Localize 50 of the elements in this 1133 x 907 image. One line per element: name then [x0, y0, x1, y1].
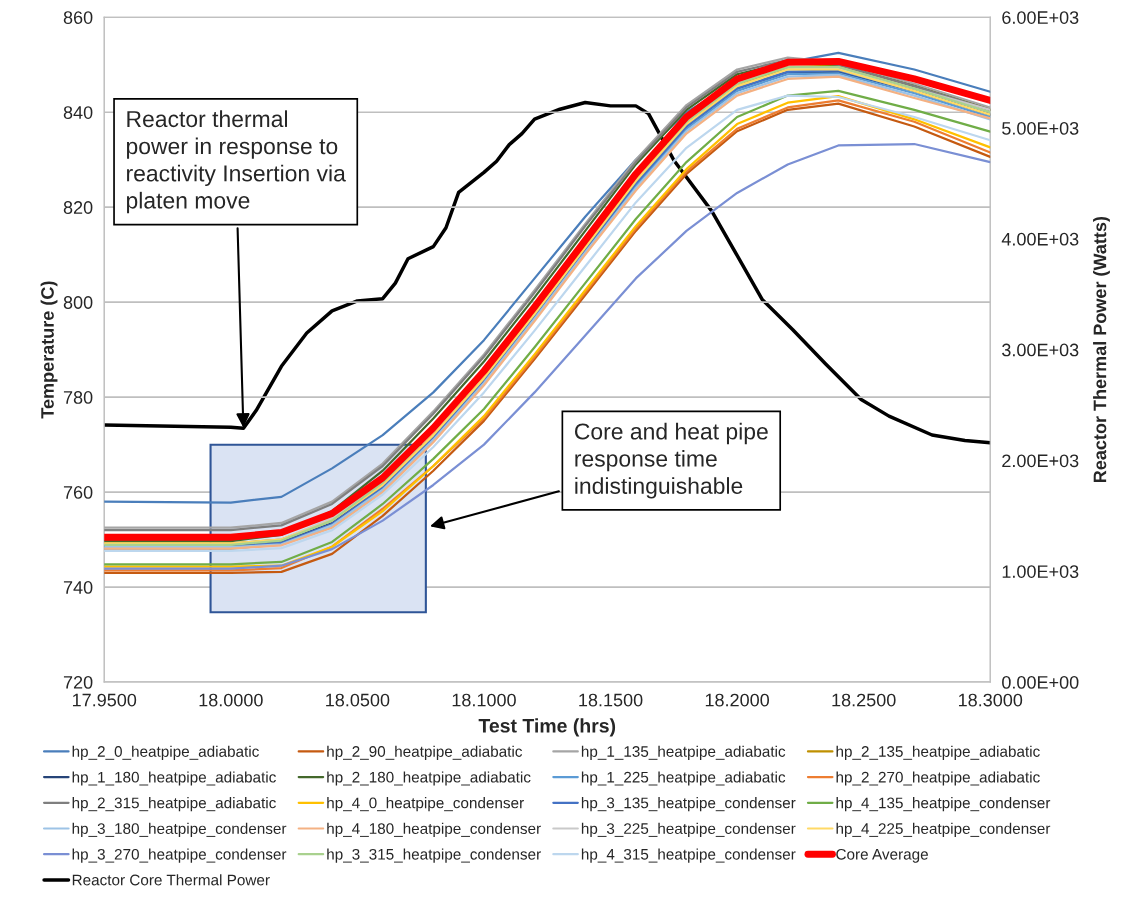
legend-label: hp_1_180_heatpipe_adiabatic [72, 771, 276, 786]
y2-tick-label: 1.00E+03 [1002, 565, 1079, 578]
x-tick-label: 18.2500 [832, 693, 896, 707]
line-series [104, 100, 991, 445]
legend-label: hp_4_225_heatpipe_condenser [836, 822, 1051, 838]
y-tick-label: 860 [63, 11, 93, 24]
annotation: Core and heat pipe response time indistinguishable [574, 422, 768, 499]
y-tick-label: 760 [63, 486, 93, 499]
x-tick-label: 18.1000 [452, 693, 516, 707]
y2-tick-label: 2.00E+03 [1002, 454, 1079, 468]
x-axis-title: Test Time (hrs) [478, 718, 616, 737]
x-tick-label: 17.9500 [72, 693, 137, 707]
x-tick-label: 18.0500 [326, 693, 390, 707]
y-tick-label: 740 [63, 581, 93, 594]
y-axis-title: Temperature (C) [40, 281, 58, 419]
legend-label: hp_2_135_heatpipe_adiabatic [836, 745, 1040, 760]
legend-label: hp_3_180_heatpipe_condenser [72, 822, 287, 838]
x-tick-label: 18.2000 [705, 693, 770, 707]
y-tick-label: 780 [63, 391, 93, 404]
legend-label: hp_4_315_heatpipe_condenser [581, 848, 796, 863]
y2-tick-label: 5.00E+03 [1002, 121, 1079, 135]
legend-label: hp_4_180_heatpipe_condenser [327, 822, 541, 838]
y2-tick-label: 4.00E+03 [1001, 232, 1079, 246]
legend-label: Reactor Core Thermal Power [72, 874, 270, 886]
legend-label: hp_4_135_heatpipe_condenser [836, 797, 1051, 812]
y-tick-label: 720 [63, 676, 93, 689]
x-tick-label: 18.1500 [579, 693, 643, 707]
y-tick-label: 840 [63, 106, 93, 119]
y2-tick-label: 3.00E+03 [1002, 343, 1079, 357]
y2-tick-label: 0.00E+00 [1002, 676, 1079, 689]
legend-label: hp_3_135_heatpipe_condenser [581, 797, 796, 812]
legend-label: Core Average [836, 848, 928, 863]
legend-label: hp_3_315_heatpipe_condenser [327, 848, 541, 863]
y-tick-label: 820 [63, 201, 93, 214]
legend-label: hp_4_0_heatpipe_condenser [327, 797, 524, 812]
legend-label: hp_1_135_heatpipe_adiabatic [581, 745, 786, 760]
legend-label: hp_3_225_heatpipe_condenser [581, 822, 796, 838]
x-tick-label: 18.3000 [958, 693, 1023, 707]
y2-axis-title: Reactor Thermal Power (Watts) [1093, 216, 1110, 483]
legend-label: hp_2_270_heatpipe_adiabatic [836, 771, 1040, 786]
legend-label: hp_2_180_heatpipe_adiabatic [327, 771, 531, 786]
y-tick-label: 800 [63, 296, 93, 309]
legend-label: hp_2_90_heatpipe_adiabatic [327, 745, 523, 760]
legend-label: hp_1_225_heatpipe_adiabatic [581, 771, 786, 786]
y2-tick-label: 6.00E+03 [1002, 11, 1079, 24]
annotation: Reactor thermal power in response to reactivity Insertion via platen move [126, 110, 346, 214]
x-tick-label: 18.0000 [199, 693, 263, 707]
legend-label: hp_2_0_heatpipe_adiabatic [72, 745, 259, 760]
legend-label: hp_3_270_heatpipe_condenser [72, 848, 287, 863]
legend-label: hp_2_315_heatpipe_adiabatic [72, 797, 276, 812]
